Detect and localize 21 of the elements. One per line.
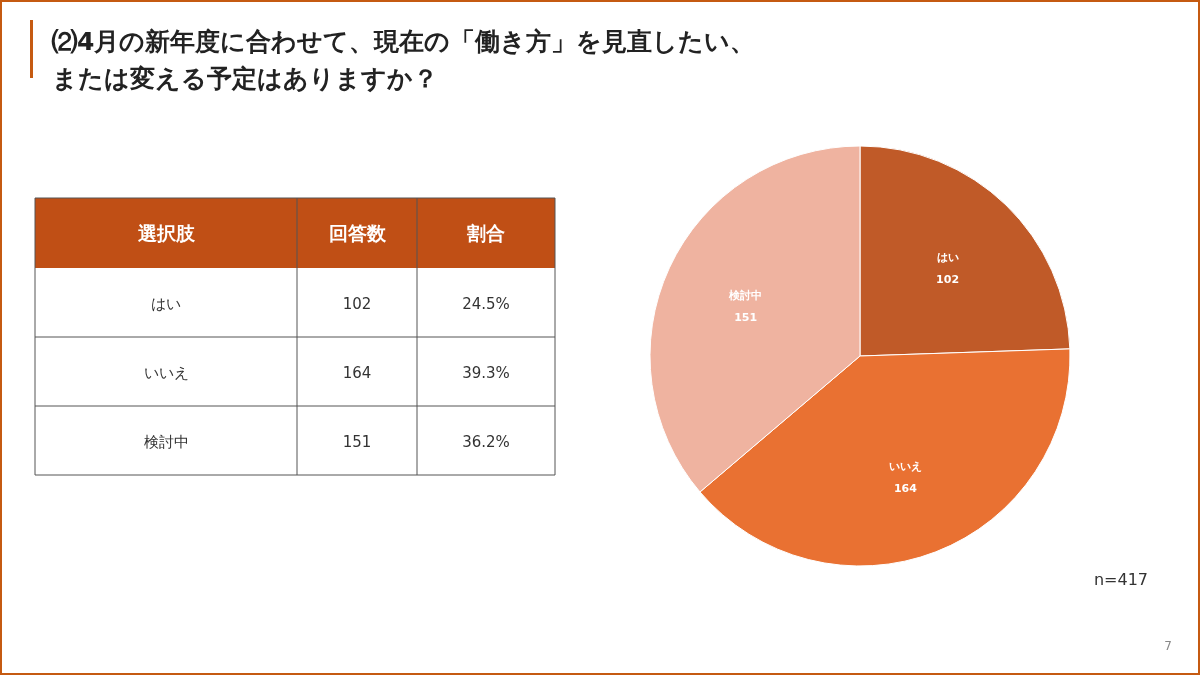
slice-label: はい xyxy=(936,251,959,265)
text: 割合 xyxy=(466,222,505,244)
data-label: 102 xyxy=(936,273,960,287)
data-label: 102 xyxy=(342,294,372,313)
category-label: 検討中 xyxy=(143,432,189,451)
text: ⑵4月の新年度に合わせて、現在の「働き方」を見直したい、または変える予定はありますか？ xyxy=(51,27,756,93)
category-label: はい xyxy=(151,294,181,313)
data-label: 39.3% xyxy=(462,363,510,382)
text: 7 xyxy=(1164,639,1172,653)
data-label: 151 xyxy=(734,311,758,325)
slice-label: 検討中 xyxy=(728,289,763,303)
data-label: 151 xyxy=(342,432,372,451)
data-label: 164 xyxy=(893,481,918,495)
slice-label: いいえ xyxy=(888,459,922,473)
data-label: 36.2% xyxy=(462,432,510,451)
data-label: 24.5% xyxy=(462,294,510,313)
text: 選択肢 xyxy=(137,222,196,244)
text: n=417 xyxy=(1093,570,1148,589)
data-label: 164 xyxy=(342,363,372,382)
text: 回答数 xyxy=(328,222,387,244)
category-label: いいえ xyxy=(143,363,189,382)
